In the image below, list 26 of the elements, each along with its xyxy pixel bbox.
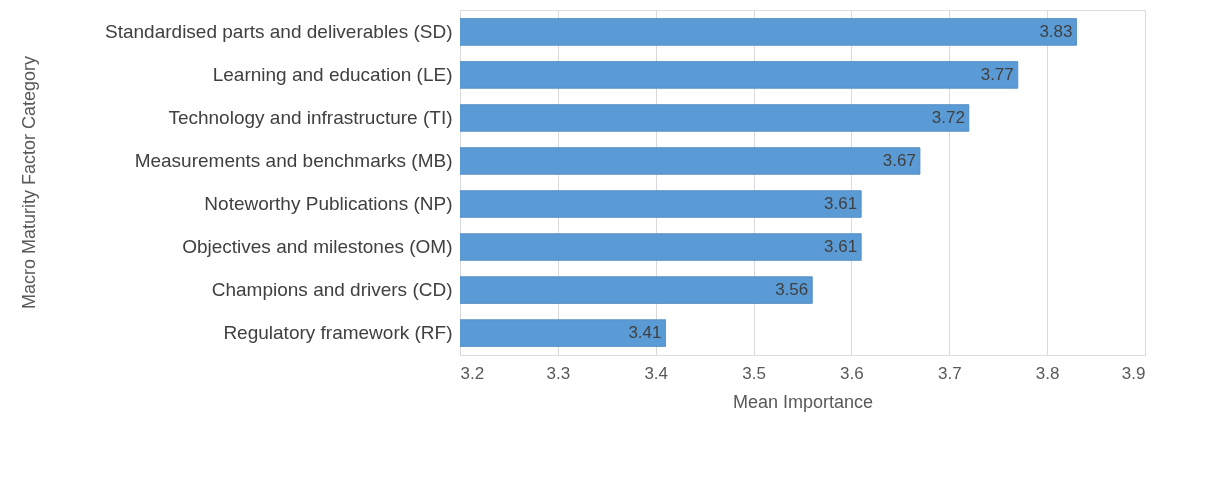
x-tick-label: 3.7 (937, 363, 962, 383)
x-tick-label: 3.4 (644, 363, 669, 383)
y-tick-label: Measurements and benchmarks (MB) (134, 149, 453, 171)
y-tick-label: Technology and infrastructure (TI) (168, 106, 453, 128)
data-label: 3.56 (775, 280, 809, 300)
y-axis-title: Macro Maturity Factor Category (18, 55, 39, 310)
x-tick-label: 3.2 (460, 363, 485, 383)
data-label: 3.67 (882, 150, 916, 170)
data-label: 3.61 (824, 194, 858, 214)
data-label: 3.72 (931, 107, 965, 127)
y-tick-label: Champions and drivers (CD) (211, 279, 453, 301)
y-tick-label: Standardised parts and deliverables (SD) (105, 20, 453, 42)
data-label: 3.77 (980, 64, 1014, 84)
x-tick-label: 3.9 (1121, 363, 1146, 383)
x-tick-label: 3.3 (546, 363, 571, 383)
data-label: 3.83 (1039, 21, 1073, 41)
x-tick-label: 3.5 (742, 363, 766, 383)
x-axis-title: Mean Importance (732, 391, 874, 412)
data-label: 3.41 (628, 323, 662, 343)
y-tick-label: Learning and education (LE) (212, 63, 453, 85)
y-tick-label: Objectives and milestones (OM) (182, 236, 453, 258)
data-label: 3.61 (824, 237, 858, 257)
y-tick-label: Noteworthy Publications (NP) (204, 193, 453, 215)
x-tick-label: 3.6 (840, 363, 864, 383)
y-tick-label: Regulatory framework (RF) (223, 322, 453, 344)
x-tick-label: 3.8 (1035, 363, 1060, 383)
